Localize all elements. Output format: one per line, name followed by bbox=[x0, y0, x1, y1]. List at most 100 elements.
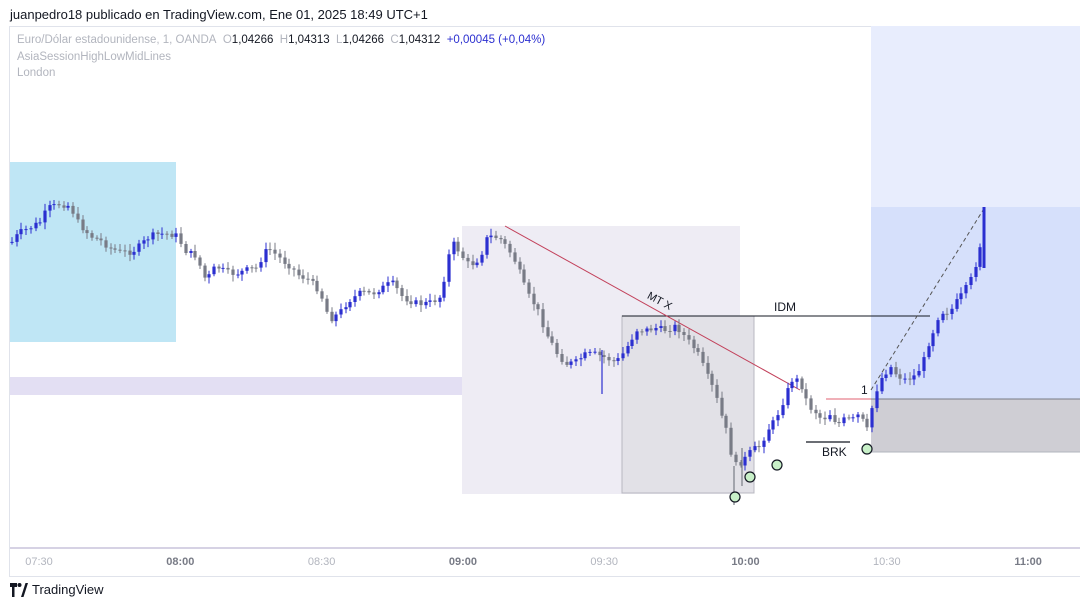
candle-down bbox=[81, 219, 85, 231]
legend-indicator[interactable]: AsiaSessionHighLowMidLines bbox=[17, 51, 172, 63]
candle-down bbox=[301, 275, 305, 279]
projection-dashed-line bbox=[870, 206, 986, 391]
candle-up bbox=[931, 333, 935, 347]
candle-down bbox=[273, 249, 277, 254]
legend-change: +0,00045 (+0,04%) bbox=[446, 34, 546, 46]
candle-up bbox=[635, 331, 639, 340]
candle-up bbox=[884, 374, 888, 378]
time-axis: 07:30 08:00 08:30 09:00 09:30 10:00 10:30 11:00 bbox=[25, 556, 1042, 568]
candle-up bbox=[959, 293, 963, 300]
swing-low-marker bbox=[729, 491, 741, 503]
legend-low-label: L bbox=[336, 34, 343, 46]
legend-open: 1,04266 bbox=[231, 34, 274, 46]
candle-down bbox=[804, 389, 808, 399]
legend-session[interactable]: London bbox=[17, 67, 56, 79]
candle-down bbox=[118, 249, 122, 251]
candle-down bbox=[165, 233, 169, 235]
candle-down bbox=[692, 339, 696, 349]
candle-down bbox=[612, 360, 616, 362]
time-tick-label: 08:00 bbox=[166, 556, 194, 568]
candle-down bbox=[715, 384, 719, 398]
candle-up bbox=[24, 229, 28, 231]
candle-up bbox=[264, 249, 268, 263]
candle-down bbox=[598, 351, 602, 356]
time-tick-label: 11:00 bbox=[1014, 556, 1042, 568]
legend-ohlc: Euro/Dólar estadounidense, 1, OANDA O1,0… bbox=[17, 34, 545, 46]
candle-up bbox=[29, 228, 33, 230]
candle-down bbox=[865, 418, 869, 428]
candle-up bbox=[941, 313, 945, 321]
candle-down bbox=[325, 298, 329, 312]
publisher-header: juanpedro18 publicado en TradingView.com… bbox=[10, 7, 428, 22]
candle-up bbox=[391, 280, 395, 283]
candle-down bbox=[607, 357, 611, 361]
candle-up bbox=[142, 240, 146, 244]
tradingview-footer[interactable]: TradingView bbox=[10, 582, 104, 597]
candle-down bbox=[203, 265, 207, 278]
candle-up bbox=[673, 324, 677, 332]
candle-down bbox=[254, 267, 258, 269]
candle-up bbox=[424, 301, 428, 306]
candle-down bbox=[833, 415, 837, 422]
candle-up bbox=[626, 346, 630, 354]
candle-down bbox=[809, 398, 813, 410]
candle-up bbox=[438, 297, 442, 302]
candle-down bbox=[532, 293, 536, 305]
candle-up bbox=[842, 417, 846, 424]
candle-down bbox=[405, 296, 409, 302]
candle-up bbox=[955, 299, 959, 309]
candle-down bbox=[471, 261, 475, 266]
mtx-trend-line bbox=[504, 225, 801, 391]
candle-down bbox=[503, 239, 507, 244]
candle-up bbox=[593, 351, 597, 353]
candle-down bbox=[268, 249, 272, 251]
candle-down bbox=[818, 413, 822, 418]
candle-down bbox=[278, 253, 282, 258]
candle-down bbox=[729, 427, 733, 455]
candle-down bbox=[231, 269, 235, 275]
legend-high: 1,04313 bbox=[288, 34, 330, 46]
candle-down bbox=[706, 362, 710, 374]
candle-down bbox=[663, 326, 667, 331]
candle-down bbox=[682, 332, 686, 335]
candle-down bbox=[184, 244, 188, 253]
swing-low-marker bbox=[861, 443, 873, 455]
candle-down bbox=[128, 250, 132, 255]
candle-down bbox=[508, 243, 512, 253]
candle-down bbox=[720, 397, 724, 416]
candle-up bbox=[348, 302, 352, 308]
candle-down bbox=[170, 233, 174, 237]
candle-down bbox=[179, 233, 183, 244]
swing-low-marker bbox=[771, 459, 783, 471]
candle-up bbox=[828, 415, 832, 420]
candle-down bbox=[536, 304, 540, 310]
time-tick-label: 08:30 bbox=[308, 556, 336, 568]
candle-down bbox=[250, 267, 254, 269]
candle-up bbox=[10, 241, 14, 243]
candle-up bbox=[428, 300, 432, 302]
candle-up bbox=[447, 254, 451, 282]
candle-up bbox=[442, 281, 446, 298]
candle-up bbox=[452, 241, 456, 255]
candle-down bbox=[550, 336, 554, 343]
candle-up bbox=[151, 232, 155, 240]
candle-up bbox=[245, 267, 249, 271]
legend-close: 1,04312 bbox=[398, 34, 441, 46]
candle-up bbox=[889, 367, 893, 375]
london-session-box bbox=[871, 207, 1080, 399]
time-tick-label: 09:30 bbox=[590, 556, 618, 568]
candle-down bbox=[522, 269, 526, 283]
candle-down bbox=[518, 261, 522, 270]
candle-down bbox=[315, 280, 319, 292]
swing-low-marker bbox=[744, 471, 756, 483]
candle-down bbox=[156, 232, 160, 234]
candle-down bbox=[527, 282, 531, 294]
candle-down bbox=[649, 328, 653, 331]
candle-up bbox=[583, 352, 587, 359]
candle-up bbox=[767, 429, 771, 441]
candle-up bbox=[654, 328, 658, 331]
candle-up bbox=[964, 285, 968, 294]
candle-up bbox=[339, 309, 343, 315]
candle-up bbox=[588, 351, 592, 353]
